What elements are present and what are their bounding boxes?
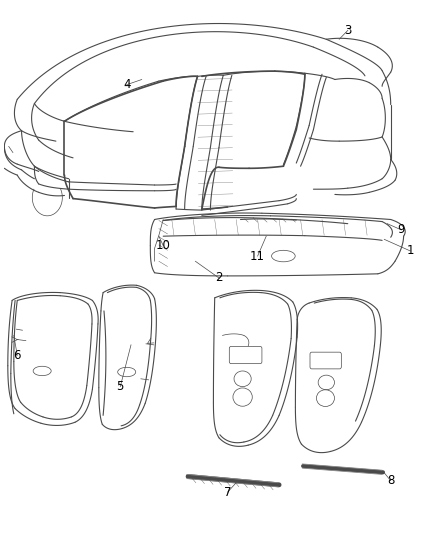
Text: 2: 2 — [215, 271, 223, 285]
Text: 9: 9 — [398, 223, 405, 237]
Text: 4: 4 — [123, 78, 131, 91]
Text: 7: 7 — [224, 486, 231, 499]
Text: 10: 10 — [156, 239, 171, 252]
Text: 1: 1 — [406, 244, 414, 257]
Text: 8: 8 — [387, 474, 394, 487]
Text: 5: 5 — [117, 380, 124, 393]
Text: 11: 11 — [250, 249, 265, 263]
Text: 6: 6 — [14, 349, 21, 362]
Text: 3: 3 — [344, 24, 351, 37]
